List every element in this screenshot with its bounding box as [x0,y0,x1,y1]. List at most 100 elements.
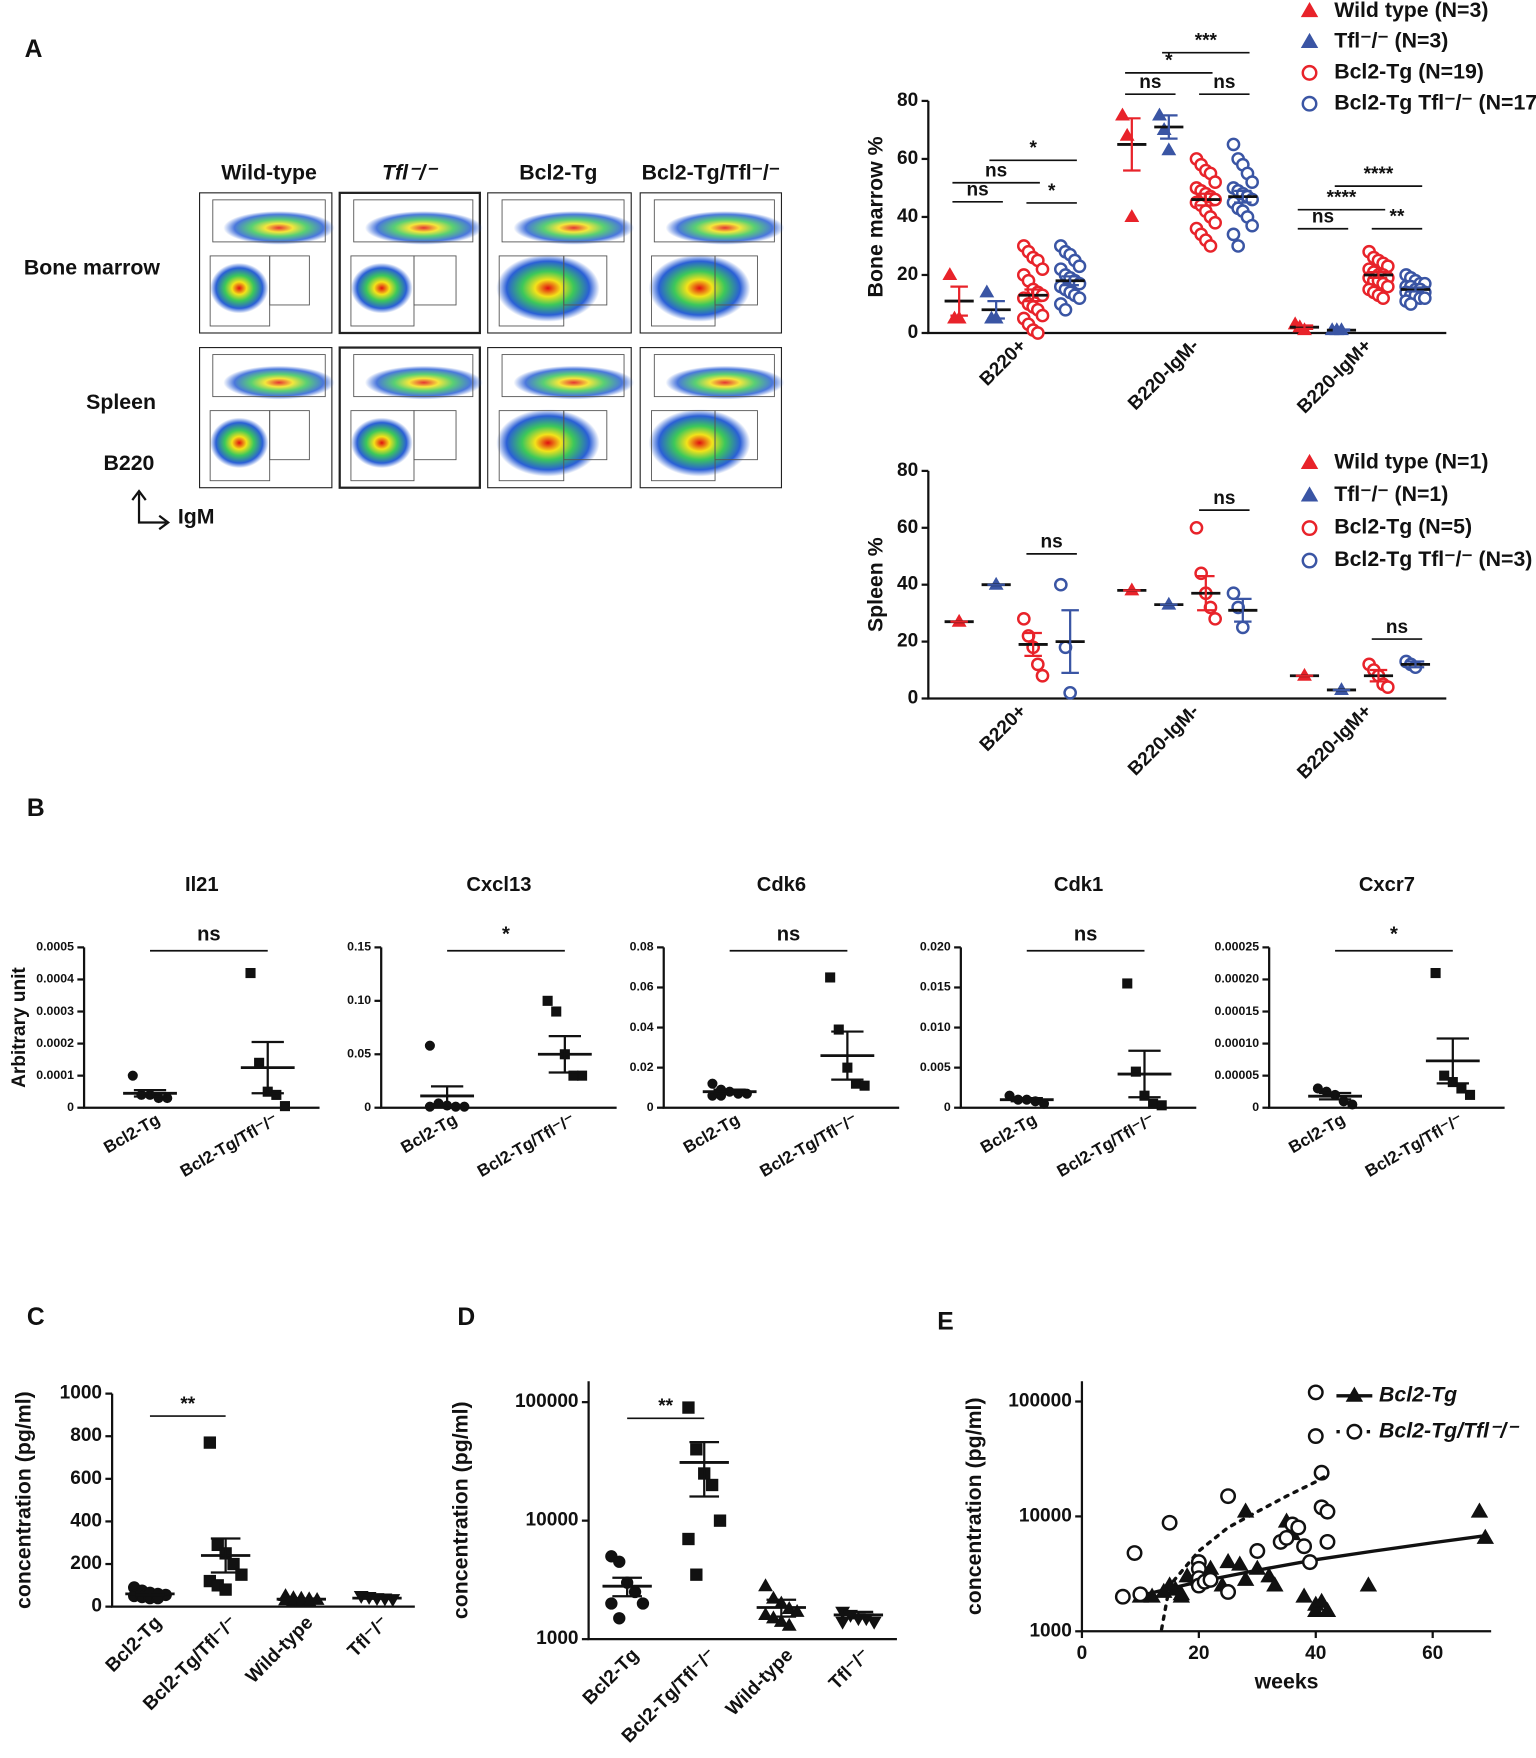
point [1295,1587,1313,1603]
point [1208,215,1222,230]
chart-title: Il21 [185,874,219,896]
point [1470,1502,1489,1518]
error-bar [1024,631,1042,657]
y-tick-label: 0.05 [347,1047,371,1061]
point [1172,1585,1191,1601]
point [1456,1083,1467,1094]
legend-label: Bcl2-Tg (N=5) [1334,515,1472,539]
error-bar [251,1040,284,1095]
point [1119,127,1135,141]
y-tick-label: 200 [70,1553,102,1574]
y-tick-label: 0.0002 [36,1036,74,1050]
error-bar [1061,609,1079,675]
point [942,267,958,281]
panel-label: A [25,36,43,63]
point [766,1590,781,1604]
y-tick-label: 0 [908,688,919,709]
point [833,1024,844,1035]
significance-label: ns [197,923,221,945]
y-tick-label: 0.04 [630,1020,654,1034]
point [1220,1584,1237,1600]
point [1203,239,1218,253]
x-tick-label: B220-IgM- [1124,701,1203,780]
point [1030,657,1045,672]
y-tick-label: 0 [1252,1100,1259,1114]
point [781,1617,797,1631]
x-tick-label: B220+ [976,335,1031,390]
point [1296,1538,1313,1555]
significance-label: *** [1195,31,1218,52]
point [1312,1592,1331,1608]
panel-label: D [457,1304,475,1331]
y-tick-label: 10000 [1019,1505,1072,1526]
error-bar [1406,660,1425,669]
point [1430,967,1441,979]
point [1417,291,1432,306]
point [1208,611,1222,626]
point [713,1514,727,1527]
point [1338,1096,1349,1107]
flow-gate [714,410,758,461]
point [1245,175,1259,189]
flow-row: Bone marrow [24,256,161,280]
flow-gate [353,199,474,243]
point [542,995,553,1006]
point [1319,1533,1336,1550]
x-tick-label: Wild-type [722,1645,797,1720]
point [1124,209,1140,222]
flow-gate [269,410,310,461]
y-tick-label: 0.0005 [36,940,74,954]
point [1403,297,1418,311]
flow-cluster [665,365,785,400]
point [859,1080,870,1091]
error-bar [133,1088,167,1098]
flow-column: Wild-type [221,160,317,184]
flow-cluster [665,211,785,245]
significance-label: * [502,923,510,945]
flow-column: Bcl2-Tg/Tfl⁻/⁻ [642,160,780,184]
y-tick-label: 100000 [1008,1391,1072,1412]
legend-label: Tfl⁻/⁻ (N=1) [1334,482,1448,506]
flow-cluster [210,262,269,314]
point [227,1557,240,1571]
error-bar [1128,1049,1161,1099]
point [1301,552,1318,569]
flow-cluster [223,211,335,245]
y-tick-label: 0.010 [920,1020,951,1034]
fit-line [1159,1473,1330,1632]
error-bar [135,1591,165,1597]
error-bar [1436,1037,1469,1085]
point [1278,1529,1295,1546]
error-bar [1369,668,1388,683]
point [1035,262,1050,277]
point [613,1555,626,1568]
point [136,1089,147,1100]
flow-cluster [496,409,600,477]
error-bar [766,1598,797,1618]
y-axis-label: concentration (pg/ml) [449,1401,473,1619]
point [682,1532,695,1546]
error-bar [1010,1096,1043,1103]
point [279,1101,291,1112]
flow-gate [563,255,608,306]
point [245,967,256,979]
flow-cluster [350,262,413,314]
point [1346,1423,1363,1440]
point [979,284,995,298]
error-bar [548,1034,581,1074]
axis-line [587,1381,897,1641]
point [1300,2,1319,18]
point [1161,1514,1178,1531]
significance-label: ns [1139,72,1161,93]
point [1260,1567,1278,1583]
error-bar [612,1576,642,1598]
point [1072,291,1087,306]
y-tick-label: 0 [67,1100,74,1114]
y-tick-label: 0.020 [920,940,951,954]
x-tick-label: B220+ [976,701,1031,756]
point [1053,577,1068,592]
x-tick-label: 20 [1188,1643,1209,1664]
point [1307,1601,1325,1618]
point [1226,227,1241,242]
x-axis-label: weeks [1254,1670,1319,1694]
